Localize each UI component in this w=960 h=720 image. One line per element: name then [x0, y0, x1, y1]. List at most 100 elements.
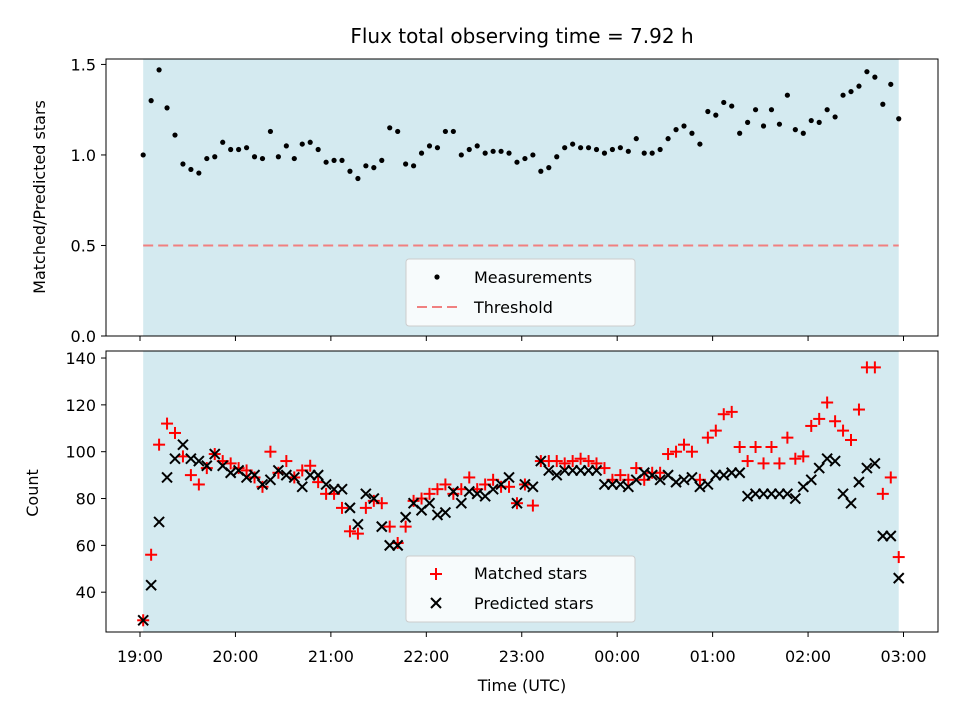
ratio-y-tick-label: 1.0: [71, 146, 96, 165]
predicted-star-point: [264, 474, 277, 486]
matched-star-point: [184, 469, 197, 482]
predicted-star-point: [439, 506, 452, 519]
matched-star-point: [582, 455, 595, 468]
ratio-y-tick-label: 0.5: [71, 236, 96, 255]
predicted-star-point: [503, 471, 515, 484]
ratio-legend: Measurements Threshold: [405, 258, 636, 327]
measurement-point: [331, 157, 337, 163]
predicted-star-point: [654, 474, 666, 486]
matched-star-point: [351, 527, 364, 540]
measurement-point: [275, 154, 281, 160]
matched-star-point: [574, 452, 587, 465]
measurement-point: [768, 107, 775, 113]
matched-star-point: [256, 480, 269, 493]
measurement-point: [776, 121, 783, 127]
measurement-point: [705, 108, 711, 115]
measurement-point: [784, 92, 790, 98]
measurement-points: [140, 67, 902, 182]
measurement-point: [649, 150, 655, 156]
measurement-point: [172, 132, 178, 138]
measurement-point: [721, 99, 727, 106]
measurement-point: [140, 152, 146, 158]
measurement-point: [180, 161, 186, 167]
matched-star-point: [336, 501, 349, 514]
matched-star-point: [264, 445, 277, 458]
measurement-point: [514, 159, 520, 165]
measurement-point: [403, 161, 409, 167]
predicted-star-point: [869, 457, 881, 470]
predicted-star-point: [240, 471, 253, 484]
measurement-point: [474, 143, 480, 149]
measurement-point: [251, 154, 258, 160]
matched-star-point: [662, 448, 675, 461]
matched-star-point: [200, 462, 213, 475]
measurement-point: [522, 155, 528, 162]
time-x-tick-label: 03:00: [880, 647, 926, 666]
predicted-star-point: [646, 469, 658, 481]
measurement-point: [848, 88, 854, 95]
measurement-point: [283, 143, 289, 149]
legend-marker-predicted: [430, 597, 442, 609]
predicted-star-point: [185, 453, 197, 465]
matched-star-point: [455, 483, 468, 496]
measurement-point: [832, 114, 838, 120]
predicted-star-point: [320, 478, 332, 491]
measurement-point: [323, 159, 329, 165]
matched-star-point: [503, 480, 516, 493]
matched-star-point: [391, 537, 404, 550]
predicted-star-point: [694, 481, 706, 493]
matched-star-point: [558, 457, 571, 470]
matched-star-point: [757, 457, 770, 470]
matched-star-point: [845, 433, 858, 446]
predicted-star-point: [686, 471, 698, 484]
matched-star-point: [367, 494, 380, 507]
ratio-x-ticks: [139, 336, 904, 341]
predicted-star-point: [296, 481, 308, 493]
matched-star-point: [773, 457, 786, 470]
predicted-star-point: [893, 572, 905, 584]
predicted-stars-points: [137, 438, 905, 626]
matched-star-point: [884, 471, 897, 484]
count-y-tick-label: 60: [76, 536, 96, 555]
predicted-star-point: [455, 497, 468, 509]
measurement-point: [259, 155, 266, 162]
measurement-point: [745, 119, 751, 125]
measurement-point: [824, 107, 830, 113]
time-x-tick-label: 00:00: [594, 647, 640, 666]
count-y-tick-label: 100: [65, 443, 96, 462]
predicted-star-point: [845, 497, 857, 509]
predicted-star-point: [487, 483, 499, 495]
predicted-star-point: [471, 488, 483, 500]
ratio-y-tick-label: 1.5: [71, 55, 96, 74]
matched-star-point: [590, 457, 603, 470]
measurement-point: [562, 145, 568, 151]
measurement-point: [673, 127, 679, 133]
matched-star-point: [550, 455, 563, 468]
matched-star-point: [837, 424, 850, 437]
predicted-star-point: [527, 481, 539, 493]
measurement-point: [617, 145, 623, 151]
matched-star-point: [614, 469, 627, 482]
measurement-point: [681, 123, 687, 129]
time-x-axis-title: Time (UTC): [477, 676, 566, 695]
count-legend-box: [405, 555, 636, 623]
measurement-point: [315, 146, 321, 153]
predicted-star-point: [861, 462, 873, 474]
predicted-star-point: [638, 467, 650, 479]
legend-marker-matched: [430, 568, 442, 580]
measurement-point: [578, 145, 584, 151]
measurement-point: [633, 136, 639, 142]
measurement-point: [601, 150, 608, 156]
matched-star-point: [280, 455, 293, 468]
time-x-tick-label: 19:00: [117, 647, 163, 666]
measurement-point: [657, 146, 663, 153]
matched-star-point: [789, 452, 802, 465]
matched-star-point: [383, 520, 396, 533]
measurement-point: [872, 74, 878, 80]
predicted-star-point: [280, 469, 293, 481]
measurement-point: [888, 81, 894, 87]
measurement-point: [418, 150, 425, 156]
predicted-star-point: [137, 614, 149, 626]
predicted-star-point: [336, 483, 348, 495]
time-x-tick-label: 20:00: [212, 647, 258, 666]
